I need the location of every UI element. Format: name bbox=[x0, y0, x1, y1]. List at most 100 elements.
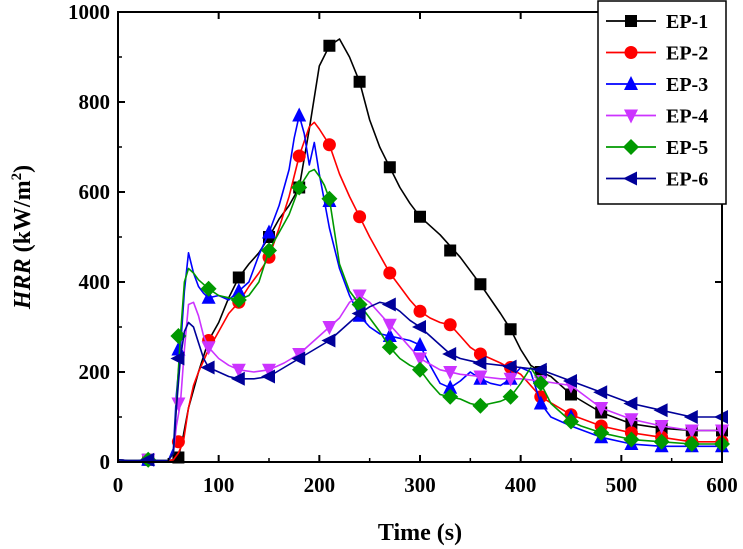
series-line-ep-5 bbox=[117, 168, 722, 462]
series-layer bbox=[117, 38, 730, 468]
data-point-ep-6 bbox=[140, 452, 155, 467]
data-point-ep-5 bbox=[230, 292, 247, 308]
y-axis-title-superscript: 2 bbox=[9, 173, 25, 181]
data-point-ep-6 bbox=[351, 306, 366, 321]
data-point-ep-6 bbox=[230, 371, 245, 386]
legend-marker-ep-3 bbox=[624, 76, 638, 90]
legend-label-ep-6: EP-6 bbox=[666, 169, 708, 191]
data-point-ep-4 bbox=[684, 424, 699, 439]
data-point-ep-4 bbox=[473, 370, 488, 385]
data-point-ep-2 bbox=[413, 304, 427, 318]
data-point-ep-4 bbox=[171, 397, 186, 412]
data-point-ep-4 bbox=[413, 352, 427, 367]
legend-item-ep-2: EP-2 bbox=[606, 43, 708, 65]
x-tick-label: 600 bbox=[706, 473, 738, 497]
data-point-ep-5 bbox=[442, 388, 459, 405]
data-point-ep-6 bbox=[442, 347, 457, 361]
data-point-ep-5 bbox=[593, 424, 610, 441]
data-point-ep-6 bbox=[412, 320, 426, 334]
data-point-ep-1 bbox=[444, 244, 457, 257]
data-point-ep-2 bbox=[443, 318, 457, 332]
data-point-ep-5 bbox=[321, 190, 338, 207]
data-point-ep-5 bbox=[563, 413, 579, 430]
legend-marker-ep-4 bbox=[624, 109, 638, 124]
data-point-ep-6 bbox=[532, 362, 547, 377]
y-axis-title: HRR (kW/m2) bbox=[9, 165, 36, 310]
data-point-ep-3 bbox=[231, 283, 246, 297]
data-point-ep-5 bbox=[381, 339, 398, 356]
data-point-ep-6 bbox=[261, 369, 275, 384]
data-point-ep-2 bbox=[353, 210, 367, 224]
y-tick-label: 600 bbox=[79, 180, 111, 204]
data-point-ep-2 bbox=[292, 149, 306, 163]
y-axis-title-close: ) bbox=[10, 165, 36, 173]
data-point-ep-6 bbox=[683, 410, 698, 424]
x-tick-label: 500 bbox=[606, 473, 638, 497]
data-point-ep-6 bbox=[502, 359, 517, 374]
legend-item-ep-4: EP-4 bbox=[606, 106, 708, 128]
legend-marker-ep-5 bbox=[623, 139, 639, 155]
data-point-ep-5 bbox=[532, 375, 549, 392]
x-tick-label: 200 bbox=[304, 473, 336, 497]
x-tick-label: 300 bbox=[404, 473, 436, 497]
data-point-ep-3 bbox=[533, 395, 548, 410]
data-point-ep-4 bbox=[231, 363, 246, 378]
legend: EP-1 EP-2 EP-3 EP-4 EP-5 EP-6 bbox=[597, 0, 727, 205]
legend-label-ep-3: EP-3 bbox=[666, 74, 708, 96]
data-point-ep-4 bbox=[624, 413, 639, 428]
data-point-ep-3 bbox=[443, 379, 458, 394]
x-tick-label: 0 bbox=[113, 473, 124, 497]
y-tick-label: 0 bbox=[100, 450, 111, 474]
data-point-ep-2 bbox=[383, 266, 397, 280]
data-point-ep-6 bbox=[472, 356, 487, 370]
y-axis-title-unit: (kW/m bbox=[10, 180, 36, 258]
data-point-ep-5 bbox=[502, 388, 519, 405]
data-point-ep-5 bbox=[472, 397, 489, 414]
series-ep-6 bbox=[117, 297, 728, 467]
data-point-ep-3 bbox=[262, 224, 276, 239]
y-tick-label: 200 bbox=[79, 360, 111, 384]
legend-marker-ep-1 bbox=[625, 15, 637, 27]
y-axis-title-quantity: HRR bbox=[10, 258, 36, 310]
data-point-ep-4 bbox=[594, 402, 609, 416]
data-point-ep-6 bbox=[593, 385, 608, 400]
data-point-ep-6 bbox=[623, 396, 638, 411]
data-point-ep-5 bbox=[200, 280, 217, 297]
data-point-ep-4 bbox=[262, 363, 276, 378]
data-point-ep-1 bbox=[172, 451, 185, 464]
data-point-ep-6 bbox=[200, 360, 215, 375]
x-axis-title: Time (s) bbox=[378, 520, 462, 546]
data-point-ep-1 bbox=[323, 39, 336, 52]
legend-box bbox=[597, 0, 727, 205]
y-tick-label: 1000 bbox=[68, 0, 110, 24]
legend-item-ep-1: EP-1 bbox=[606, 11, 708, 33]
data-point-ep-3 bbox=[413, 337, 427, 351]
data-point-ep-5 bbox=[653, 433, 670, 450]
data-point-ep-1 bbox=[353, 75, 366, 88]
data-point-ep-3 bbox=[292, 107, 307, 122]
data-point-ep-5 bbox=[683, 436, 700, 452]
series-line-ep-2 bbox=[117, 121, 722, 462]
y-tick-label: 800 bbox=[79, 90, 111, 114]
data-point-ep-6 bbox=[381, 297, 396, 312]
data-point-ep-4 bbox=[503, 372, 518, 387]
data-point-ep-2 bbox=[473, 347, 487, 361]
data-point-ep-1 bbox=[474, 278, 487, 291]
series-ep-1 bbox=[117, 38, 728, 466]
data-point-ep-6 bbox=[291, 351, 306, 366]
data-point-ep-1 bbox=[414, 210, 426, 223]
legend-label-ep-4: EP-4 bbox=[666, 106, 708, 128]
y-tick-label: 400 bbox=[79, 270, 111, 294]
data-point-ep-5 bbox=[261, 242, 277, 259]
data-point-ep-5 bbox=[291, 179, 308, 196]
x-tick-label: 400 bbox=[505, 473, 537, 497]
data-point-ep-4 bbox=[382, 318, 397, 333]
legend-label-ep-1: EP-1 bbox=[666, 11, 708, 33]
data-point-ep-4 bbox=[201, 341, 216, 356]
data-point-ep-1 bbox=[565, 388, 577, 401]
legend-item-ep-6: EP-6 bbox=[606, 169, 708, 191]
legend-marker-ep-2 bbox=[624, 46, 638, 59]
data-point-ep-1 bbox=[383, 161, 396, 174]
legend-marker-ep-6 bbox=[623, 171, 637, 186]
